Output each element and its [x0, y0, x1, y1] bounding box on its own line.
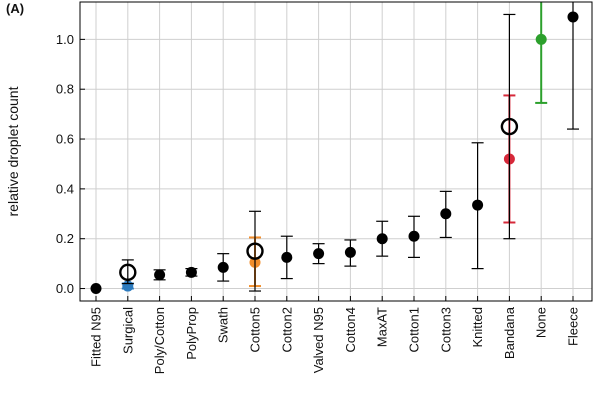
filled-marker: [281, 251, 293, 263]
filled-marker: [185, 266, 197, 278]
x-tick-label: Swath: [216, 307, 231, 343]
data-point-fleece: [567, 2, 579, 130]
filled-marker: [313, 248, 325, 260]
data-point-poly-cotton: [153, 269, 166, 281]
data-point-cotton1: [408, 215, 420, 258]
x-tick-label: Valved N95: [311, 307, 326, 373]
plot-frame: [79, 1, 593, 302]
data-point-surgical: [119, 259, 137, 285]
data-point-cotton5: [246, 210, 264, 292]
y-tick-label: 0.8: [56, 82, 74, 97]
open-marker: [119, 263, 137, 282]
x-tick-label: Cotton2: [279, 307, 294, 353]
filled-marker: [472, 199, 484, 211]
filled-marker: [90, 283, 102, 295]
grid-lines: [80, 2, 592, 301]
panel-label: (A): [6, 1, 24, 16]
filled-marker: [440, 208, 452, 220]
x-tick-label: Cotton4: [343, 307, 358, 353]
filled-marker: [154, 269, 166, 281]
open-marker: [246, 242, 264, 260]
x-tick-label: Fleece: [566, 307, 581, 346]
y-axis: 0.0 0.2 0.4 0.6 0.8 1.0: [56, 32, 85, 296]
y-tick-label: 1.0: [56, 32, 74, 47]
data-point-none: [535, 2, 548, 104]
filled-marker: [376, 233, 388, 245]
x-tick-label: Cotton3: [438, 307, 453, 353]
data-point-fitted-n95: [90, 283, 102, 295]
x-tick-label: Surgical: [120, 307, 135, 354]
data-points: [90, 2, 579, 295]
y-tick-label: 0.2: [56, 231, 74, 246]
x-tick-label: Knitted: [470, 307, 485, 347]
y-tick-label: 0.4: [56, 181, 74, 196]
x-tick-label: Fitted N95: [89, 307, 104, 367]
data-point-cotton4: [344, 239, 357, 267]
data-point-polyprop: [185, 266, 198, 278]
data-point-cotton3: [439, 190, 452, 239]
data-point-knitted: [471, 142, 484, 270]
data-point-bandana: [500, 13, 519, 240]
x-tick-label: Cotton1: [407, 307, 422, 353]
data-point-maxat: [376, 220, 389, 257]
data-point-cotton2: [280, 235, 293, 280]
y-tick-label: 0.6: [56, 132, 74, 147]
x-tick-label: PolyProp: [184, 307, 199, 360]
y-axis-title: relative droplet count: [5, 86, 21, 216]
x-axis: Fitted N95 Surgical Poly/Cotton PolyProp Swa…: [89, 296, 581, 374]
filled-marker: [344, 246, 356, 258]
x-tick-label: Cotton5: [248, 307, 263, 353]
filled-marker: [408, 230, 420, 242]
y-tick-label: 0.0: [56, 281, 74, 296]
data-point-valved-n95: [312, 243, 325, 265]
x-tick-label: Bandana: [502, 306, 517, 359]
filled-marker: [217, 261, 229, 273]
x-tick-label: Poly/Cotton: [152, 307, 167, 374]
x-tick-label: MaxAT: [375, 307, 390, 347]
filled-marker: [567, 11, 579, 23]
open-marker: [500, 117, 519, 136]
filled-marker: [535, 33, 547, 45]
data-point-swath: [217, 253, 230, 282]
x-tick-label: None: [534, 307, 549, 338]
